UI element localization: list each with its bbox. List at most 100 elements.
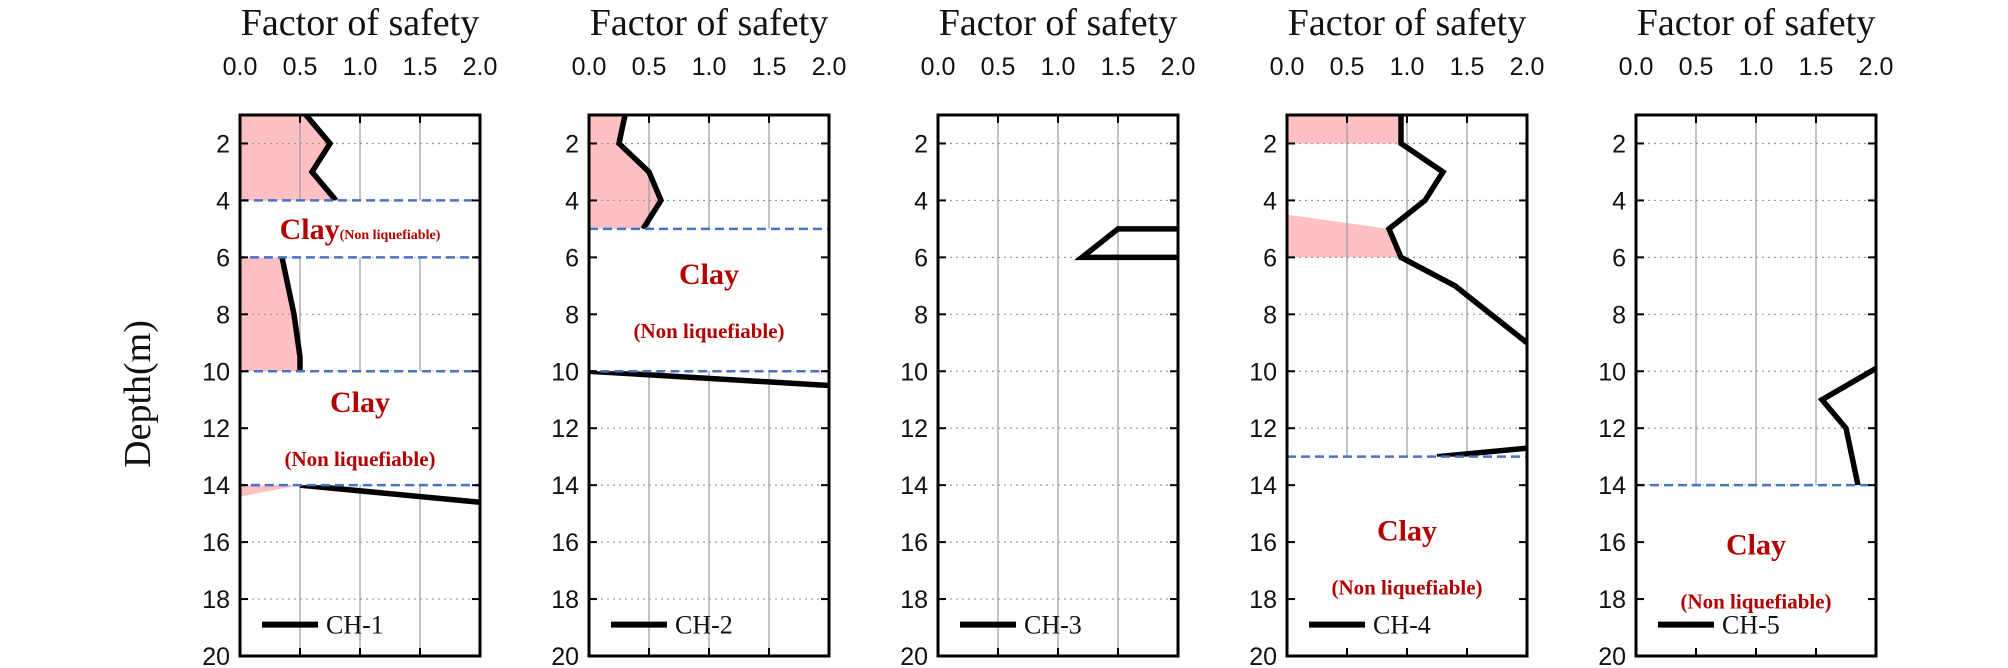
liquefaction-fill bbox=[1287, 214, 1401, 258]
y-tick-label: 14 bbox=[900, 472, 928, 500]
x-tick-label: 1.5 bbox=[1101, 53, 1136, 81]
y-tick-label: 4 bbox=[1263, 187, 1277, 215]
y-tick-label: 12 bbox=[551, 415, 579, 443]
y-tick-label: 20 bbox=[1249, 643, 1277, 668]
y-tick-label: 16 bbox=[551, 529, 579, 557]
legend-label: CH-3 bbox=[1024, 611, 1082, 640]
y-tick-label: 4 bbox=[216, 187, 230, 215]
y-tick-label: 4 bbox=[565, 187, 579, 215]
x-tick-label: 0.0 bbox=[921, 53, 956, 81]
x-tick-label: 2.0 bbox=[1510, 53, 1545, 81]
legend-label: CH-4 bbox=[1373, 611, 1431, 640]
y-tick-label: 20 bbox=[1598, 643, 1626, 668]
y-tick-label: 8 bbox=[565, 301, 579, 329]
clay-layer-box bbox=[587, 227, 831, 373]
legend-label: CH-2 bbox=[675, 611, 733, 640]
x-tick-label: 1.5 bbox=[1450, 53, 1485, 81]
panel-3: Factor of safety 0.0 0.5 1.0 1.5 2.0 2 4 6 8 10 12 1… bbox=[900, 2, 1195, 668]
y-tick-label: 6 bbox=[216, 244, 230, 272]
legend-label: CH-1 bbox=[326, 611, 384, 640]
y-tick-label: 10 bbox=[900, 358, 928, 386]
x-tick-label: 2.0 bbox=[1161, 53, 1196, 81]
y-tick-label: 2 bbox=[914, 130, 928, 158]
x-tick-label: 0.0 bbox=[1619, 53, 1654, 81]
x-tick-label: 0.5 bbox=[283, 53, 318, 81]
clay-label-main: Clay bbox=[1726, 529, 1786, 562]
series-line-ch-3 bbox=[1074, 226, 1178, 261]
y-tick-label: 18 bbox=[1249, 586, 1277, 614]
clay-label-sub: (Non liquefiable) bbox=[340, 228, 441, 243]
y-tick-label: 10 bbox=[1598, 358, 1626, 386]
y-tick-label: 18 bbox=[900, 586, 928, 614]
series-line-ch-2 bbox=[615, 114, 665, 231]
liquefaction-fill bbox=[240, 485, 300, 497]
series-line-ch-4 bbox=[1385, 115, 1529, 345]
x-tick-label: 1.0 bbox=[343, 53, 378, 81]
x-tick-label: 1.5 bbox=[1799, 53, 1834, 81]
y-tick-label: 2 bbox=[1263, 130, 1277, 158]
x-tick-label: 0.0 bbox=[1270, 53, 1305, 81]
panel-2: Factor of safety 0.0 0.5 1.0 1.5 2.0 Clay (Non … bbox=[551, 2, 846, 668]
clay-label-main: Clay bbox=[280, 213, 340, 246]
y-tick-label: 2 bbox=[565, 130, 579, 158]
y-tick-label: 14 bbox=[551, 472, 579, 500]
y-tick-label: 6 bbox=[914, 244, 928, 272]
liquefaction-fill bbox=[240, 115, 336, 201]
y-tick-label: 8 bbox=[216, 301, 230, 329]
y-tick-label: 16 bbox=[1249, 529, 1277, 557]
legend-label: CH-5 bbox=[1722, 611, 1780, 640]
x-tick-label: 1.5 bbox=[752, 53, 787, 81]
y-tick-label: 20 bbox=[202, 643, 230, 668]
y-tick-label: 14 bbox=[202, 472, 230, 500]
y-tick-label: 6 bbox=[565, 244, 579, 272]
y-tick-label: 10 bbox=[1249, 358, 1277, 386]
y-tick-label: 4 bbox=[1612, 187, 1626, 215]
clay-layer-label: Clay(Non liquefiable) bbox=[280, 213, 441, 246]
panel-title: Factor of safety bbox=[939, 2, 1177, 44]
y-tick-label: 16 bbox=[1598, 529, 1626, 557]
y-tick-label: 6 bbox=[1612, 244, 1626, 272]
y-tick-label: 18 bbox=[202, 586, 230, 614]
y-tick-label: 18 bbox=[551, 586, 579, 614]
clay-label-sub: (Non liquefiable) bbox=[633, 319, 784, 343]
y-tick-label: 12 bbox=[202, 415, 230, 443]
x-tick-label: 0.5 bbox=[632, 53, 667, 81]
x-tick-label: 1.0 bbox=[1390, 53, 1425, 81]
y-tick-label: 12 bbox=[900, 415, 928, 443]
series-line-ch-2 bbox=[588, 368, 830, 389]
series-line-ch-5 bbox=[1817, 366, 1878, 486]
panel-title: Factor of safety bbox=[1637, 2, 1875, 44]
panel-title: Factor of safety bbox=[1288, 2, 1526, 44]
series-line-ch-1 bbox=[279, 256, 303, 372]
y-tick-label: 8 bbox=[914, 301, 928, 329]
clay-label-main: Clay bbox=[1377, 514, 1437, 547]
x-tick-label: 0.5 bbox=[1679, 53, 1714, 81]
y-tick-label: 20 bbox=[900, 643, 928, 668]
liquefaction-fill bbox=[1287, 115, 1401, 144]
y-tick-label: 10 bbox=[551, 358, 579, 386]
series-line-ch-1 bbox=[299, 482, 481, 505]
x-tick-label: 2.0 bbox=[1859, 53, 1894, 81]
clay-label-main: Clay bbox=[330, 386, 390, 419]
x-tick-label: 0.5 bbox=[1330, 53, 1365, 81]
x-tick-label: 2.0 bbox=[812, 53, 847, 81]
y-tick-label: 4 bbox=[914, 187, 928, 215]
y-tick-label: 18 bbox=[1598, 586, 1626, 614]
y-tick-label: 20 bbox=[551, 643, 579, 668]
y-tick-label: 2 bbox=[216, 130, 230, 158]
y-tick-label: 8 bbox=[1263, 301, 1277, 329]
y-tick-label: 8 bbox=[1612, 301, 1626, 329]
x-tick-label: 1.0 bbox=[1739, 53, 1774, 81]
y-tick-label: 10 bbox=[202, 358, 230, 386]
y-tick-label: 6 bbox=[1263, 244, 1277, 272]
y-tick-label: 14 bbox=[1249, 472, 1277, 500]
x-tick-label: 1.0 bbox=[1041, 53, 1076, 81]
y-axis-label: Depth(m) bbox=[117, 320, 159, 468]
series-line-ch-4 bbox=[1436, 445, 1528, 460]
y-tick-label: 12 bbox=[1598, 415, 1626, 443]
panel-title: Factor of safety bbox=[241, 2, 479, 44]
y-tick-label: 14 bbox=[1598, 472, 1626, 500]
